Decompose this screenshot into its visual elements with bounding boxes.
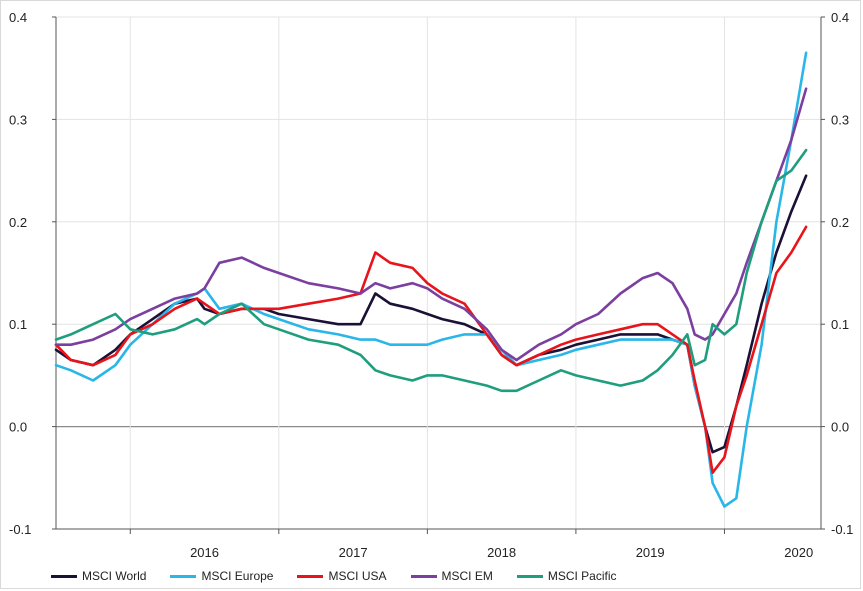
y-tick-label-left: -0.1 <box>9 522 31 537</box>
legend-swatch <box>410 574 437 578</box>
legend-label: MSCI USA <box>328 569 387 583</box>
y-tick-label-right: 0.1 <box>831 317 849 332</box>
x-tick-label: 2017 <box>339 545 368 560</box>
legend-item-msci-europe: MSCI Europe <box>170 569 273 583</box>
y-tick-label-right: 0.2 <box>831 215 849 230</box>
y-tick-label-left: 0.3 <box>9 112 27 127</box>
legend-item-msci-world: MSCI World <box>51 569 146 583</box>
y-tick-label-right: 0.4 <box>831 10 849 25</box>
y-tick-label-right: -0.1 <box>831 522 853 537</box>
legend: MSCI World MSCI Europe MSCI USA MSCI EM MSCI… <box>51 568 641 584</box>
grid-layer <box>56 16 821 530</box>
legend-item-msci-usa: MSCI USA <box>297 569 387 583</box>
y-tick-label-left: 0.0 <box>9 420 27 435</box>
label-layer: -0.1 -0.1 0.0 0.0 0.1 0.1 0.2 0.2 0.3 0.3 0.4 0.4 20… <box>9 10 853 560</box>
y-tick-label-left: 0.2 <box>9 215 27 230</box>
legend-swatch <box>170 574 197 578</box>
legend-label: MSCI World <box>82 569 147 583</box>
legend-item-msci-em: MSCI EM <box>410 569 493 583</box>
axis-layer <box>52 16 825 534</box>
series-line-msci-em <box>54 87 808 362</box>
y-tick-label-right: 0.0 <box>831 420 849 435</box>
y-tick-label-left: 0.4 <box>9 10 27 25</box>
legend-label: MSCI EM <box>441 569 493 583</box>
legend-swatch <box>297 574 324 578</box>
series-line-msci-usa <box>54 225 808 475</box>
legend-label: MSCI Europe <box>201 569 274 583</box>
legend-item-msci-pacific: MSCI Pacific <box>516 569 617 583</box>
series-layer <box>54 51 808 508</box>
x-tick-label: 2016 <box>190 545 219 560</box>
x-tick-label: 2020 <box>784 545 813 560</box>
series-line-msci-europe <box>54 51 808 508</box>
legend-swatch <box>516 574 543 578</box>
legend-swatch <box>51 574 77 578</box>
series-line-msci-pacific <box>54 148 808 393</box>
x-tick-label: 2019 <box>636 545 665 560</box>
y-tick-label-right: 0.3 <box>831 112 849 127</box>
x-tick-label: 2018 <box>487 545 516 560</box>
y-tick-label-left: 0.1 <box>9 317 27 332</box>
legend-label: MSCI Pacific <box>547 569 617 583</box>
